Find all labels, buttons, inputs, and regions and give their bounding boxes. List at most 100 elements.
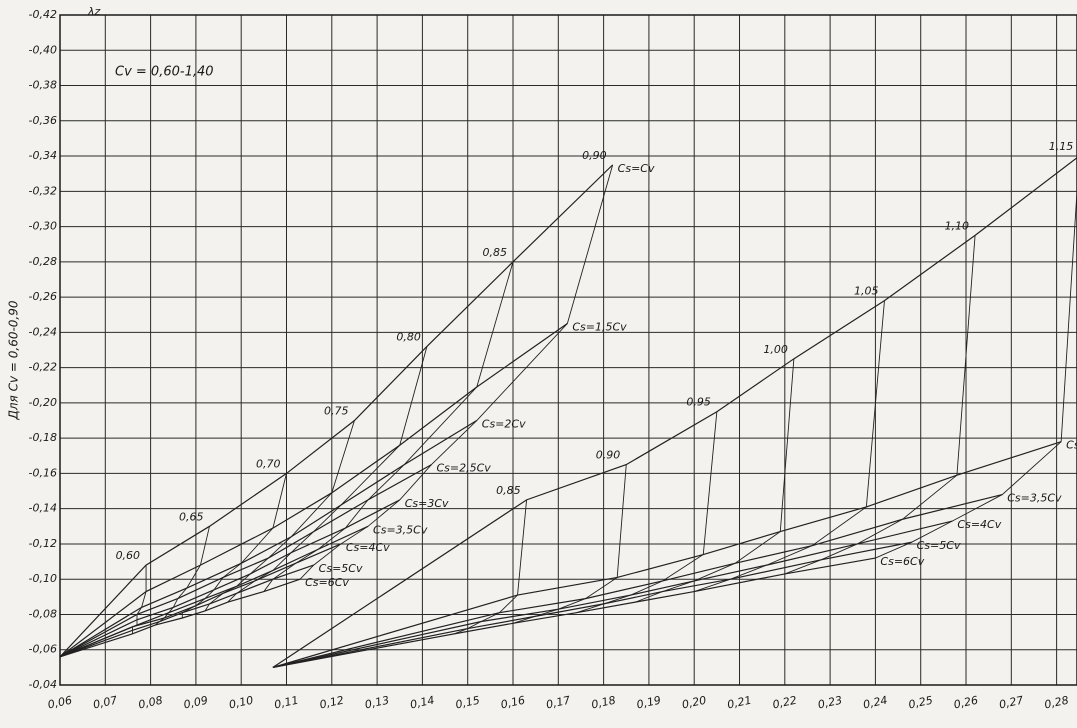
iso-line: [635, 358, 795, 603]
iso-line: [204, 420, 355, 612]
x-tick-label: 0,24: [862, 694, 889, 712]
y-tick-label: -0,08: [29, 607, 57, 620]
y-tick-label: -0,12: [29, 537, 57, 550]
x-tick-label: 0,22: [771, 694, 798, 712]
iso-line: [875, 184, 1077, 559]
cv-label: 0,80: [396, 330, 421, 343]
x-tick-label: 0,19: [635, 694, 662, 712]
cv-label: 0,85: [496, 484, 521, 497]
curve-label: Cs=3Cv: [1066, 439, 1077, 452]
y-tick-label: -0,34: [29, 149, 57, 162]
x-tick-label: 0,25: [907, 694, 934, 712]
curve: [272, 557, 876, 668]
cv-label: 0,95: [686, 396, 711, 409]
curve-label: Cs=4Cv: [346, 541, 390, 554]
y-tick-label: -0,40: [29, 43, 57, 56]
curve: [272, 157, 1077, 668]
x-tick-label: 0,13: [364, 694, 391, 712]
y-tick-label: -0,18: [29, 431, 57, 444]
x-tick-label: 0,14: [409, 694, 436, 712]
y-tick-label: -0,38: [29, 79, 57, 92]
y-tick-label: -0,36: [29, 114, 57, 127]
curve: [272, 493, 1003, 668]
x-tick-label: 0,11: [273, 694, 300, 712]
curve-label: Cs=2,5Cv: [436, 462, 491, 475]
curve-label: Cs=6Cv: [305, 576, 349, 589]
curve-label: Cs=3,5Cv: [373, 523, 428, 536]
curve: [59, 525, 369, 658]
iso-line: [181, 473, 287, 618]
curve: [59, 464, 432, 658]
iso-line: [154, 526, 210, 626]
cv-label: 1,00: [763, 343, 788, 356]
x-tick-label: 0,08: [137, 694, 164, 712]
x-tick-label: 0,06: [47, 694, 74, 712]
curve: [59, 564, 314, 658]
curve-label: Cs=5Cv: [319, 562, 363, 575]
y-tick-label: -0,04: [29, 678, 57, 691]
x-tick-label: 0,23: [817, 694, 844, 712]
curve: [59, 164, 614, 658]
x-tick-label: 0,21: [726, 694, 753, 712]
iso-line: [132, 565, 147, 634]
cv-label: 0,65: [179, 510, 204, 523]
cv-label: 0,85: [483, 246, 508, 259]
cv-label: 1,10: [945, 219, 970, 232]
x-tick-label: 0,07: [92, 694, 119, 712]
iso-line: [576, 411, 718, 614]
curve-label: Cs=3Cv: [405, 497, 449, 510]
curve: [59, 543, 342, 658]
cv-label: 0,70: [256, 457, 281, 470]
x-tick-label: 0,10: [228, 694, 255, 712]
curve: [272, 541, 912, 668]
y-tick-label: -0,14: [29, 502, 57, 515]
curve: [59, 323, 568, 658]
y-tick-label: -0,20: [29, 396, 57, 409]
curve-label: Cs=4Cv: [957, 518, 1001, 531]
iso-line: [227, 346, 428, 603]
curve: [59, 578, 301, 658]
y-tick-label: -0,24: [29, 325, 57, 338]
y-tick-label: -0,26: [29, 290, 57, 303]
y-tick-label: -0,16: [29, 466, 57, 479]
curve-label: Cs=1,5Cv: [572, 321, 627, 334]
y-tick-label: -0,42: [29, 8, 57, 21]
x-tick-label: 0,16: [500, 694, 527, 712]
x-tick-label: 0,18: [590, 694, 617, 712]
y-tick-label: -0,22: [29, 361, 57, 374]
iso-line: [263, 261, 514, 592]
x-tick-label: 0,12: [318, 694, 345, 712]
curve: [59, 499, 401, 658]
iso-line: [299, 164, 614, 580]
x-tick-label: 0,27: [998, 694, 1025, 712]
iso-line: [694, 300, 885, 592]
y-tick-label: -0,10: [29, 572, 57, 585]
x-tick-label: 0,26: [953, 694, 980, 712]
cv-range-note: Cv = 0,60-1,40: [115, 65, 214, 80]
y-tick-label: -0,30: [29, 220, 57, 233]
y-tick-label: -0,32: [29, 184, 57, 197]
cv-label: 1,15: [1049, 140, 1074, 153]
x-tick-label: 0,28: [1043, 694, 1070, 712]
curve-label: Cs=5Cv: [917, 539, 961, 552]
x-tick-label: 0,20: [681, 694, 708, 712]
iso-line: [784, 235, 976, 575]
cv-label: 0,90: [596, 449, 621, 462]
y-tick-label: -0,28: [29, 255, 57, 268]
x-tick-label: 0,17: [545, 694, 572, 712]
curve: [59, 420, 478, 658]
y-axis-title: Для Cv = 0,60-0,90: [7, 300, 21, 420]
x-tick-label: 0,09: [182, 694, 209, 712]
curve: [272, 441, 1062, 668]
curve: [272, 520, 953, 668]
curve-label: Cs=6Cv: [880, 555, 924, 568]
iso-line: [512, 464, 627, 624]
curve-label: Cs=Cv: [618, 162, 655, 175]
plot-frame: [59, 14, 1077, 686]
cv-label: 0,90: [582, 149, 607, 162]
x-tick-label: 0,15: [454, 694, 481, 712]
y-tick-label: -0,06: [29, 643, 57, 656]
cv-label: 0,75: [324, 405, 349, 418]
curve-label: Cs=2Cv: [482, 418, 526, 431]
